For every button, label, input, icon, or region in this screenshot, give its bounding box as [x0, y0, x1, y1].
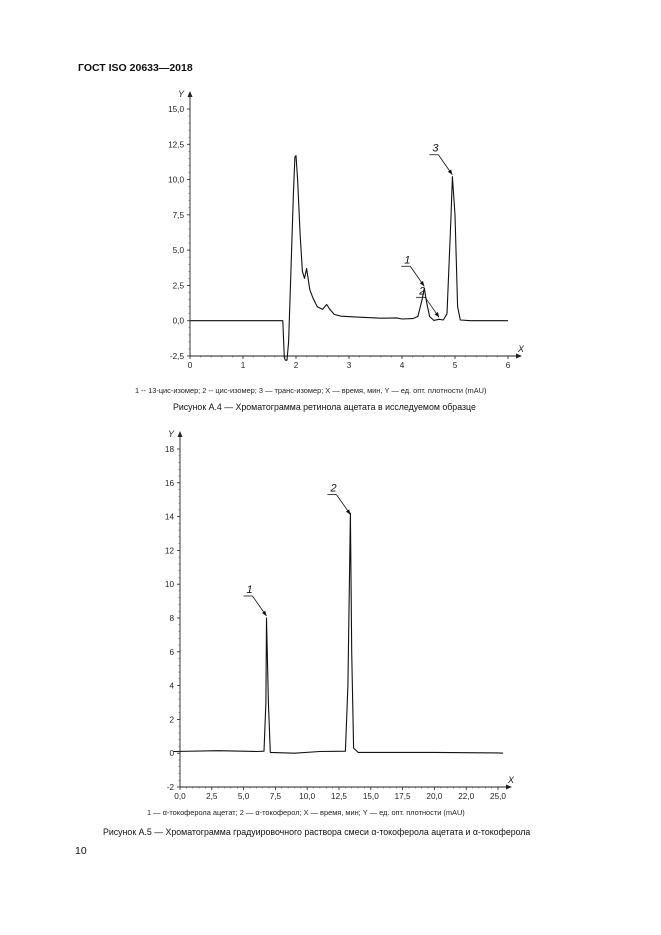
y-tick-label: 2,5 [173, 281, 185, 290]
figure-a4-legend: 1 -- 13-цис-изомер; 2 -- цис-изомер; 3 —… [135, 386, 487, 395]
peak-label: 1 [246, 584, 252, 596]
x-tick-label: 0 [188, 361, 193, 370]
y-tick-label: -2 [167, 783, 175, 792]
y-tick-label: 12 [165, 546, 175, 555]
x-tick-label: 15,0 [363, 792, 379, 801]
y-axis-label: Y [178, 89, 185, 99]
y-tick-label: 5,0 [173, 246, 185, 255]
y-tick-label: 10,0 [168, 176, 184, 185]
figure-a5-caption: Рисунок А.5 — Хроматограмма градуировочн… [103, 827, 531, 837]
x-tick-label: 12,5 [331, 792, 347, 801]
y-tick-label: 18 [165, 445, 175, 454]
peak-label: 2 [418, 285, 425, 297]
peak-label: 3 [432, 143, 439, 155]
x-tick-label: 4 [400, 361, 405, 370]
document-header: ГОСТ ISO 20633—2018 [78, 62, 193, 74]
chromatogram-trace [173, 512, 504, 754]
y-tick-label: 14 [165, 513, 175, 522]
x-tick-label: 20,0 [426, 792, 442, 801]
x-axis-arrow-icon [516, 353, 522, 359]
y-tick-label: 12,5 [168, 140, 184, 149]
x-tick-label: 6 [506, 361, 511, 370]
y-axis-label: Y [168, 429, 175, 439]
figure-a4-caption: Рисунок А.4 — Хроматограмма ретинола аце… [173, 402, 476, 412]
peak-label: 1 [404, 254, 410, 266]
y-tick-label: 0,0 [173, 317, 185, 326]
figure-a5-legend: 1 — α-токоферола ацетат; 2 — α-токоферол… [147, 808, 465, 817]
peak-label: 2 [329, 483, 336, 495]
y-tick-label: 8 [169, 614, 174, 623]
y-axis-arrow-icon [187, 91, 193, 97]
x-axis-label: X [507, 775, 515, 785]
y-tick-label: -2,5 [170, 352, 185, 361]
x-tick-label: 5,0 [238, 792, 250, 801]
peak-arrow-icon [447, 169, 453, 175]
x-tick-label: 1 [241, 361, 246, 370]
y-tick-label: 15,0 [168, 105, 184, 114]
y-tick-label: 10 [165, 580, 175, 589]
x-tick-label: 5 [453, 361, 458, 370]
x-tick-label: 0,0 [174, 792, 186, 801]
x-tick-label: 10,0 [299, 792, 315, 801]
y-axis-arrow-icon [177, 431, 183, 437]
peak-arrow-icon [345, 509, 351, 515]
y-tick-label: 4 [169, 682, 174, 691]
page-number: 10 [75, 845, 87, 857]
x-axis-arrow-icon [506, 784, 512, 790]
peak-arrow-icon [434, 312, 440, 318]
x-tick-label: 2,5 [206, 792, 218, 801]
x-tick-label: 2 [294, 361, 299, 370]
x-tick-label: 22,0 [458, 792, 474, 801]
peak-arrow-icon [419, 281, 425, 287]
y-tick-label: 7,5 [173, 211, 185, 220]
y-tick-label: 6 [169, 648, 174, 657]
chromatogram-trace [190, 155, 508, 361]
y-tick-label: 16 [165, 479, 175, 488]
x-tick-label: 3 [347, 361, 352, 370]
y-tick-label: 2 [169, 715, 174, 724]
x-axis-label: X [517, 344, 525, 354]
x-tick-label: 7,5 [270, 792, 282, 801]
x-tick-label: 25,0 [490, 792, 506, 801]
x-tick-label: 17,5 [395, 792, 411, 801]
y-tick-label: 0 [169, 749, 174, 758]
peak-arrow-icon [261, 610, 267, 616]
